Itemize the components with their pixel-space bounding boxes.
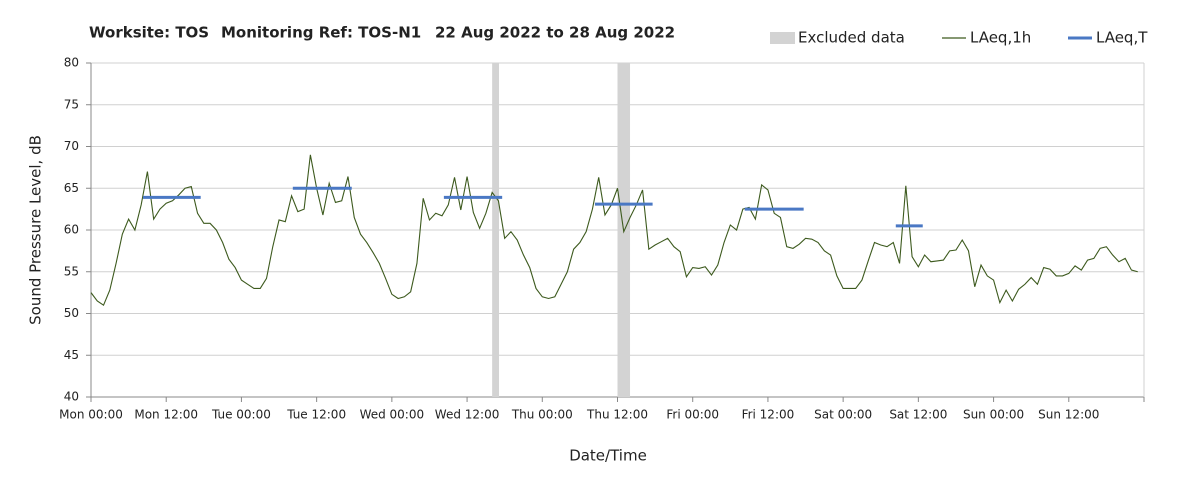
y-tick-label: 70: [64, 139, 79, 153]
x-axis-label: Date/Time: [569, 447, 647, 465]
legend-label: Excluded data: [798, 29, 905, 47]
y-axis-label: Sound Pressure Level, dB: [27, 135, 45, 325]
y-tick-label: 55: [64, 264, 79, 278]
x-tick-label: Tue 12:00: [286, 408, 346, 422]
x-tick-label: Thu 00:00: [511, 408, 573, 422]
chart-title: Monitoring Ref: TOS-N1: [221, 24, 421, 42]
x-tick-label: Thu 12:00: [586, 408, 648, 422]
x-tick-label: Wed 00:00: [360, 408, 425, 422]
y-tick-label: 65: [64, 181, 79, 195]
excluded-band: [492, 63, 500, 397]
chart-title: Worksite: TOS: [89, 24, 209, 42]
legend-label: LAeq,T: [1096, 29, 1148, 47]
y-tick-label: 45: [64, 348, 79, 362]
legend-label: LAeq,1h: [970, 29, 1031, 47]
y-tick-label: 60: [64, 223, 79, 237]
x-tick-label: Tue 00:00: [211, 408, 271, 422]
x-tick-label: Sun 12:00: [1038, 408, 1099, 422]
x-tick-label: Sat 12:00: [889, 408, 947, 422]
x-tick-label: Sun 00:00: [963, 408, 1024, 422]
x-tick-label: Fri 00:00: [666, 408, 719, 422]
x-tick-label: Fri 12:00: [742, 408, 795, 422]
data-line: [90, 154, 1138, 306]
y-tick-label: 50: [64, 306, 79, 320]
x-tick-label: Mon 00:00: [59, 408, 123, 422]
chart-title: 22 Aug 2022 to 28 Aug 2022: [435, 24, 675, 42]
y-tick-label: 75: [64, 97, 79, 111]
x-tick-label: Wed 12:00: [435, 408, 500, 422]
x-tick-label: Mon 12:00: [134, 408, 198, 422]
y-tick-label: 80: [64, 56, 79, 70]
x-tick-label: Sat 00:00: [814, 408, 872, 422]
y-tick-label: 40: [64, 390, 79, 404]
legend-swatch: [770, 32, 795, 44]
